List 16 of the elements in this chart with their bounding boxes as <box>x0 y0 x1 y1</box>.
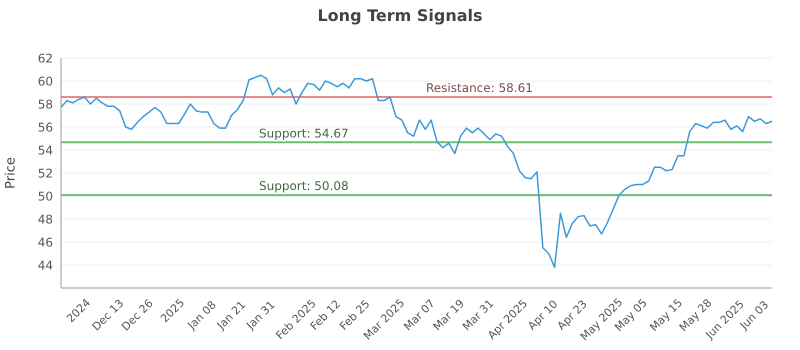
y-tick-label: 52 <box>38 166 53 180</box>
y-axis-title: Price <box>4 157 19 189</box>
ref-line-label: Support: 50.08 <box>259 179 349 194</box>
line-series <box>60 74 773 268</box>
y-tick-label: 60 <box>38 74 53 88</box>
ref-line-label: Support: 54.67 <box>259 126 349 140</box>
y-tick-label: 44 <box>38 258 53 272</box>
y-tick-label: 54 <box>38 143 53 158</box>
y-tick-label: 62 <box>38 51 53 66</box>
y-tick-label: 58 <box>38 97 53 112</box>
y-tick-label: 50 <box>38 189 53 204</box>
y-tick-label: 46 <box>38 235 53 250</box>
y-tick-label: 48 <box>38 212 53 226</box>
y-tick-label: 56 <box>38 120 53 134</box>
chart-title: Long Term Signals <box>316 5 484 27</box>
ref-line-label: Resistance: 58.61 <box>426 80 533 95</box>
